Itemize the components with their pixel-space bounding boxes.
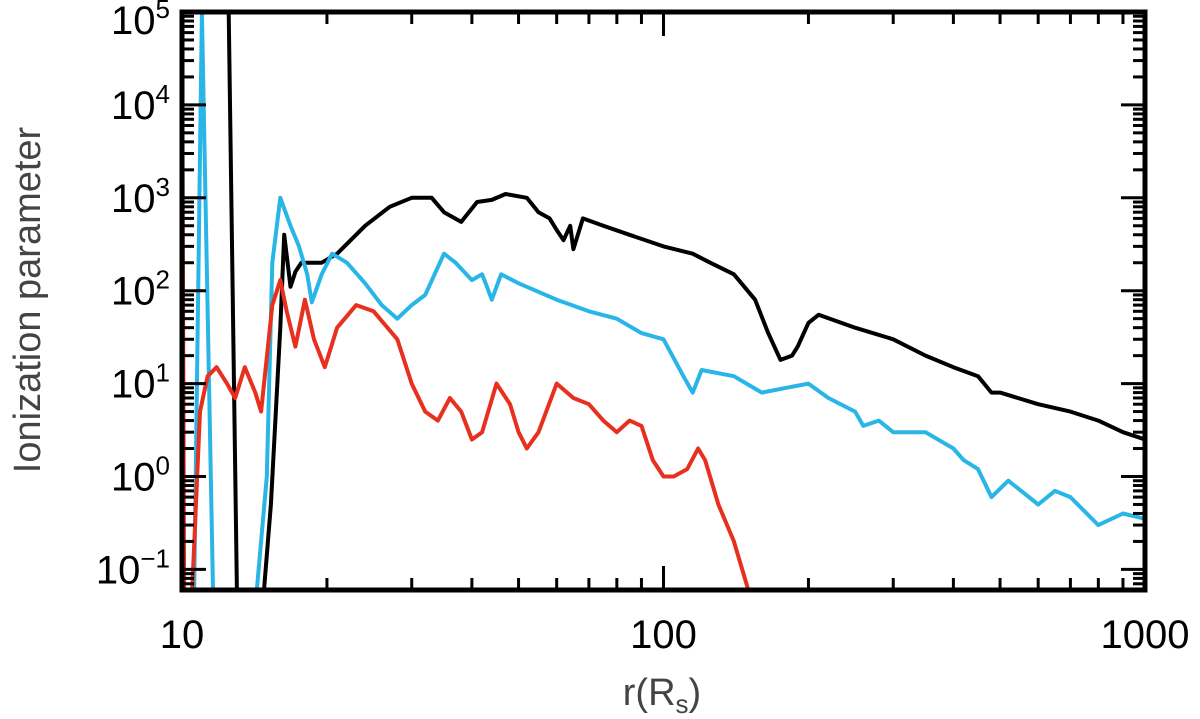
y-tick-label: 104 <box>111 79 170 128</box>
plot-frame <box>179 9 1148 593</box>
x-axis-label: r(Rs) <box>623 672 701 719</box>
series-line-3 <box>182 12 751 590</box>
series-line-2 <box>192 12 1145 590</box>
x-tick-label: 100 <box>630 613 697 657</box>
x-tick-label: 10 <box>160 613 205 657</box>
y-tick-labels: 10−1 100 101 102 103 104 105 <box>96 0 170 592</box>
y-tick-label: 101 <box>111 358 170 407</box>
x-tick-label: 1000 <box>1101 613 1190 657</box>
y-tick-label: 103 <box>111 172 170 221</box>
y-tick-label: 100 <box>111 450 170 499</box>
y-tick-label: 102 <box>111 265 170 314</box>
y-axis-label: Ionization parameter <box>7 126 49 473</box>
axis-ticks <box>180 10 1147 592</box>
plot-lines <box>182 12 1145 590</box>
y-tick-label: 105 <box>111 0 170 43</box>
x-tick-labels: 10 100 1000 <box>160 613 1190 657</box>
series-line-1 <box>226 12 1145 590</box>
y-tick-label: 10−1 <box>96 543 170 592</box>
